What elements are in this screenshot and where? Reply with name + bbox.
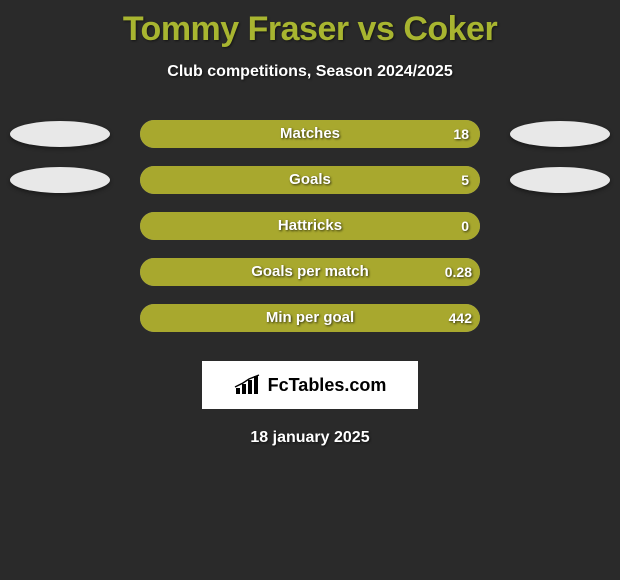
logo-text: FcTables.com	[268, 375, 387, 396]
stat-row: Goals per match0.28	[0, 249, 620, 295]
logo-box[interactable]: FcTables.com	[202, 361, 418, 409]
bar-value: 18	[453, 120, 469, 148]
date-text: 18 january 2025	[0, 429, 620, 447]
bar-value: 5	[461, 166, 469, 194]
subtitle: Club competitions, Season 2024/2025	[0, 63, 620, 81]
bar-label: Goals	[140, 166, 480, 194]
right-ellipse	[510, 167, 610, 193]
stats-comparison-card: Tommy Fraser vs Coker Club competitions,…	[0, 0, 620, 447]
bar-label: Hattricks	[140, 212, 480, 240]
stat-row: Matches18	[0, 111, 620, 157]
page-title: Tommy Fraser vs Coker	[0, 0, 620, 49]
stat-row: Min per goal442	[0, 295, 620, 341]
right-ellipse	[510, 121, 610, 147]
chart-area: Matches18Goals5Hattricks0Goals per match…	[0, 111, 620, 341]
bar-value: 0	[461, 212, 469, 240]
bar-label: Matches	[140, 120, 480, 148]
stat-row: Goals5	[0, 157, 620, 203]
left-ellipse	[10, 121, 110, 147]
stat-row: Hattricks0	[0, 203, 620, 249]
bar-label: Min per goal	[140, 304, 480, 332]
bar-label: Goals per match	[140, 258, 480, 286]
left-ellipse	[10, 167, 110, 193]
bar-chart-icon	[234, 374, 262, 396]
bar-value: 442	[449, 304, 472, 332]
bar-value: 0.28	[445, 258, 472, 286]
